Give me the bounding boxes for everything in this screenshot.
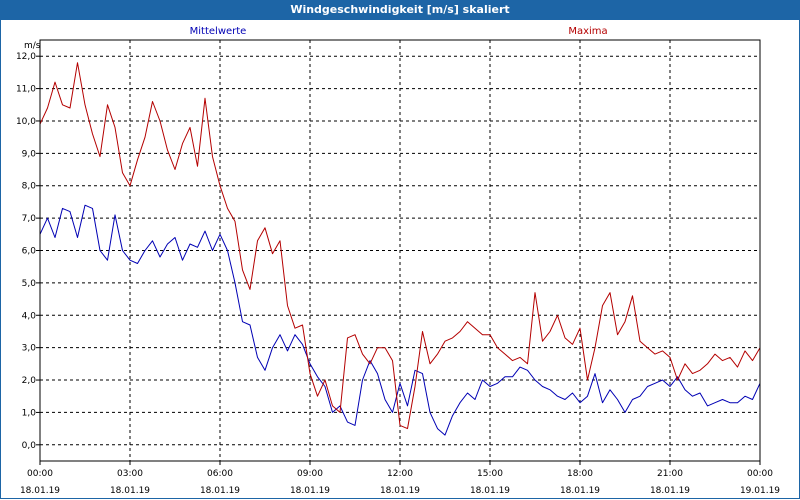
x-tick-date-label: 18.01.19 xyxy=(20,486,60,496)
chart-window-title: Windgeschwindigkeit [m/s] skaliert xyxy=(0,0,800,20)
y-tick-label: 6,0 xyxy=(22,247,37,257)
y-tick-label: 10,0 xyxy=(16,117,36,127)
x-tick-time-label: 00:00 xyxy=(747,469,773,479)
y-tick-label: 8,0 xyxy=(22,182,37,192)
y-tick-label: 3,0 xyxy=(22,344,37,354)
x-tick-time-label: 09:00 xyxy=(297,469,323,479)
y-tick-label: 11,0 xyxy=(16,85,36,95)
y-tick-label: 0,0 xyxy=(22,441,37,451)
series-lines xyxy=(39,62,761,436)
y-axis-unit-label: m/s xyxy=(24,41,41,51)
y-tick-label: 7,0 xyxy=(22,214,37,224)
x-tick-time-label: 00:00 xyxy=(27,469,53,479)
y-tick-labels: 0,0 1,0 2,0 3,0 4,0 5,0 6,0 7,0 8,0 9,0 10,0 11,0 12… xyxy=(16,52,36,451)
y-tick-label: 1,0 xyxy=(22,408,37,418)
y-tick-label: 4,0 xyxy=(22,311,37,321)
x-tick-time-label: 06:00 xyxy=(207,469,233,479)
x-tick-date-label: 18.01.19 xyxy=(290,486,330,496)
x-tick-time-label: 12:00 xyxy=(387,469,413,479)
plot-frame xyxy=(39,39,761,462)
series-line-maxima xyxy=(39,62,761,430)
x-tick-date-label: 18.01.19 xyxy=(380,486,420,496)
legend-mittelwerte: Mittelwerte xyxy=(190,26,247,37)
x-tick-time-label: 03:00 xyxy=(117,469,143,479)
x-tick-date-label: 18.01.19 xyxy=(650,486,690,496)
legend-maxima: Maxima xyxy=(568,26,607,37)
series-line-mittelwerte xyxy=(39,204,761,436)
x-tick-time-label: 18:00 xyxy=(567,469,593,479)
y-tick-label: 9,0 xyxy=(22,149,37,159)
x-tick-time-label: 15:00 xyxy=(477,469,503,479)
x-tick-date-label: 18.01.19 xyxy=(200,486,240,496)
y-tick-label: 5,0 xyxy=(22,279,37,289)
x-tick-date-label: 18.01.19 xyxy=(110,486,150,496)
y-tick-label: 12,0 xyxy=(16,52,36,62)
grid-lines xyxy=(36,40,761,465)
x-tick-date-label: 18.01.19 xyxy=(560,486,600,496)
x-tick-labels: 00:00 18.01.19 03:00 18.01.19 06:00 18.01.19 0… xyxy=(20,469,780,496)
x-tick-date-label: 19.01.19 xyxy=(740,486,780,496)
y-tick-label: 2,0 xyxy=(22,376,37,386)
x-tick-date-label: 18.01.19 xyxy=(470,486,510,496)
x-tick-time-label: 21:00 xyxy=(657,469,683,479)
